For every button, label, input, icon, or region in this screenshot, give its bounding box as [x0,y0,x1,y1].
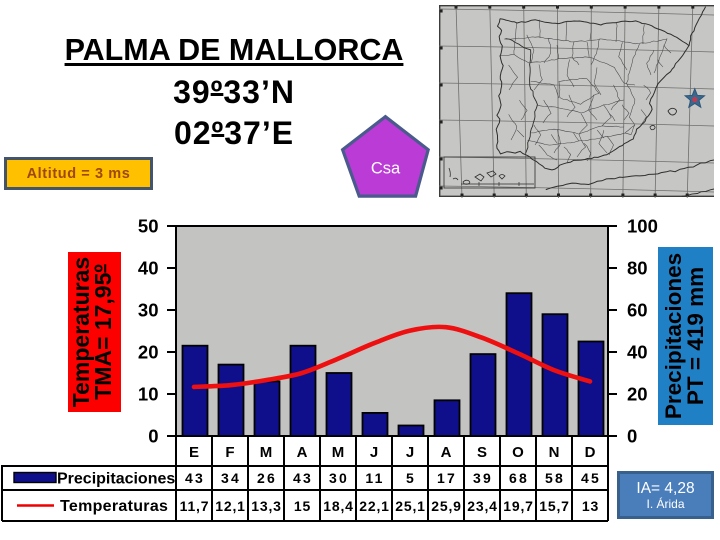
svg-text:Temperaturas: Temperaturas [60,498,168,515]
svg-text:F: F [225,444,234,461]
svg-text:19,7: 19,7 [503,498,533,514]
svg-text:N: N [549,444,560,461]
svg-text:60: 60 [627,300,648,321]
svg-text:22,1: 22,1 [359,498,389,514]
svg-text:M: M [260,444,273,461]
svg-text:D: D [585,444,596,461]
svg-text:100: 100 [627,216,658,237]
svg-text:34: 34 [221,470,241,486]
svg-text:68: 68 [509,470,529,486]
svg-text:A: A [297,444,308,461]
svg-text:40: 40 [627,342,648,363]
svg-text:Precipitaciones: Precipitaciones [57,471,175,488]
svg-text:40: 40 [138,258,159,279]
svg-text:30: 30 [329,470,349,486]
svg-text:30: 30 [138,300,159,321]
svg-text:26: 26 [257,470,277,486]
svg-text:0: 0 [148,426,158,447]
svg-text:43: 43 [293,470,313,486]
svg-text:M: M [332,444,345,461]
svg-text:5: 5 [406,470,416,486]
svg-text:O: O [512,444,524,461]
svg-text:13: 13 [582,498,599,514]
svg-text:25,1: 25,1 [395,498,425,514]
svg-text:58: 58 [545,470,565,486]
svg-text:45: 45 [581,470,601,486]
svg-text:50: 50 [138,216,159,237]
svg-text:Csa: Csa [371,160,401,178]
svg-text:J: J [370,444,378,461]
svg-text:11: 11 [365,470,384,486]
svg-text:11,7: 11,7 [180,498,210,514]
svg-text:80: 80 [627,258,648,279]
svg-text:15,7: 15,7 [539,498,569,514]
svg-text:23,4: 23,4 [467,498,497,514]
svg-text:10: 10 [138,384,159,405]
svg-text:E: E [189,444,199,461]
svg-text:18,4: 18,4 [323,498,353,514]
svg-text:15: 15 [294,498,311,514]
svg-text:20: 20 [138,342,159,363]
svg-text:13,3: 13,3 [251,498,281,514]
svg-text:12,1: 12,1 [215,498,245,514]
svg-text:43: 43 [185,470,205,486]
svg-text:39: 39 [473,470,493,486]
svg-text:S: S [477,444,487,461]
svg-text:25,9: 25,9 [431,498,461,514]
svg-text:0: 0 [627,426,637,447]
svg-text:J: J [406,444,414,461]
svg-text:20: 20 [627,384,648,405]
svg-text:17: 17 [437,470,457,486]
svg-text:A: A [441,444,452,461]
